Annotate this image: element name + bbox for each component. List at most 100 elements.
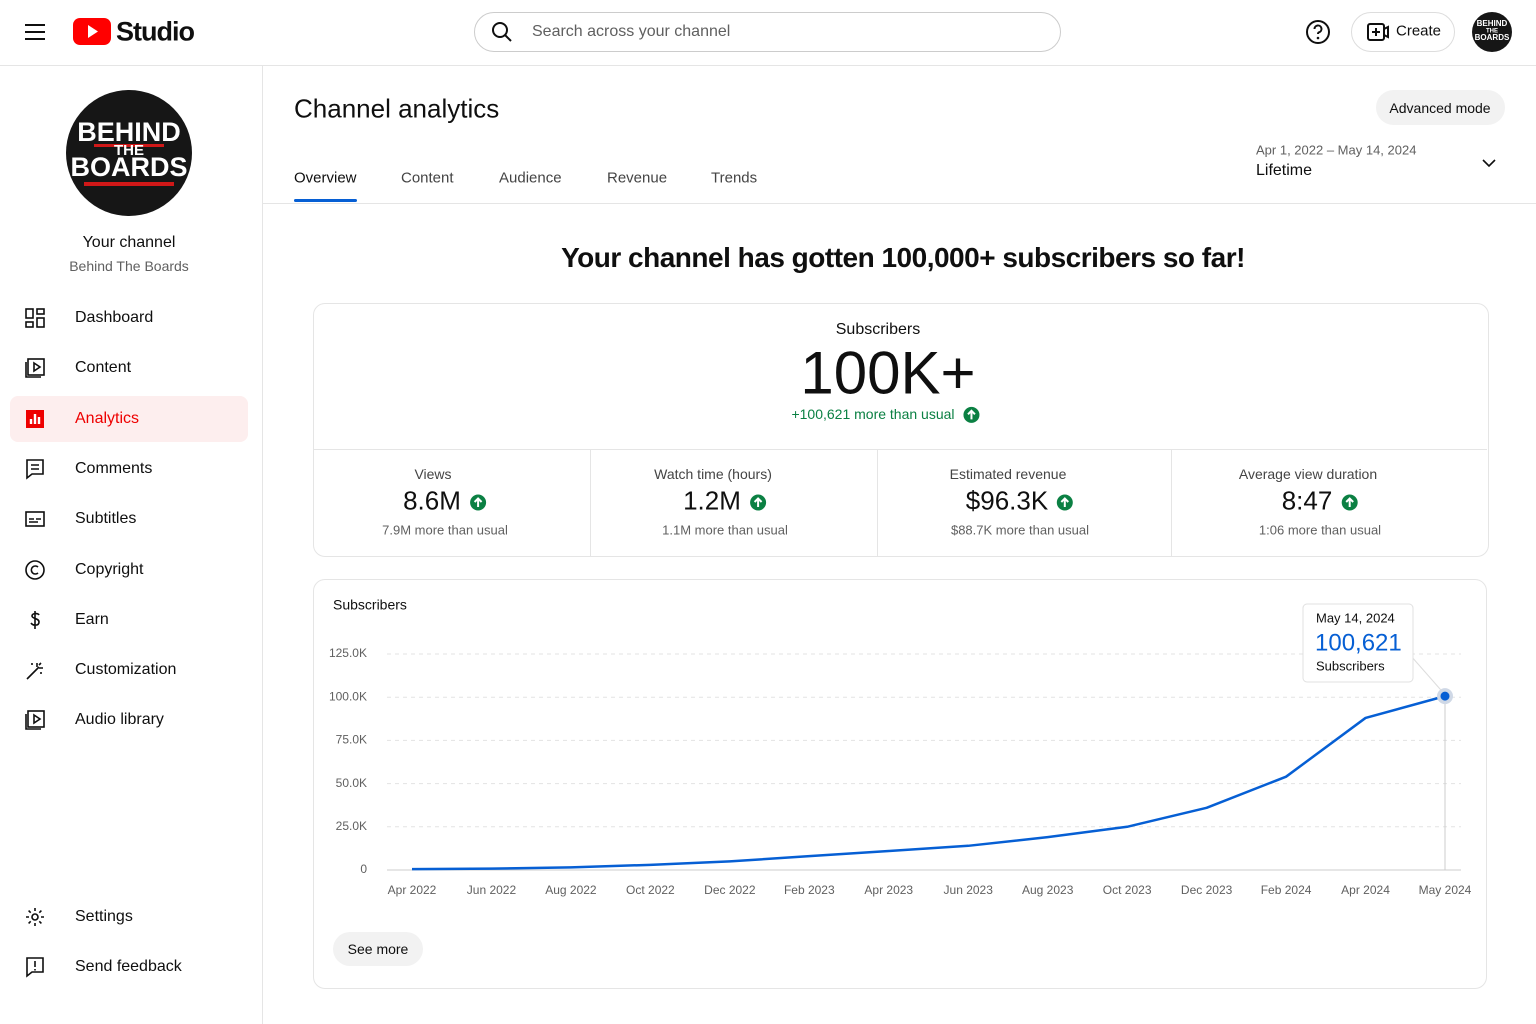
avatar-text: BOARDS [70, 152, 187, 182]
nav-icon[interactable] [24, 609, 46, 631]
summary-delta-row: +100,621 more than usual [791, 406, 980, 424]
nav-item[interactable]: Customization [75, 661, 177, 679]
nav-icon[interactable] [24, 659, 46, 681]
tab[interactable]: Revenue [607, 169, 668, 187]
account-avatar[interactable]: BEHIND THE BOARDS [1472, 12, 1512, 52]
help-button[interactable] [1305, 19, 1331, 45]
x-tick-label: Jun 2023 [944, 883, 994, 897]
tooltip-pointer [1410, 655, 1442, 691]
tab[interactable]: Trends [711, 169, 758, 187]
up-icon [1341, 494, 1358, 511]
y-tick-label: 0 [360, 862, 367, 876]
channel-title: Your channel [82, 234, 176, 251]
nav-icon[interactable] [24, 307, 46, 329]
search-box[interactable] [474, 12, 1061, 52]
nav-icon[interactable] [24, 906, 46, 928]
y-tick-label: 125.0K [329, 646, 367, 660]
page-title: Channel analytics [294, 93, 500, 124]
nav-item[interactable]: Settings [75, 908, 133, 925]
chart-card [313, 579, 1487, 989]
advanced-mode-button[interactable] [1376, 90, 1505, 125]
nav-item[interactable]: Copyright [75, 560, 144, 578]
nav-icon[interactable] [24, 508, 46, 530]
tooltip-date: May 14, 2024 [1316, 610, 1395, 625]
tooltip-series: Subscribers [1316, 658, 1385, 673]
see-more-label[interactable]: See more [347, 941, 409, 957]
metric-value: 1.2M [683, 485, 741, 516]
top-bar [0, 0, 1536, 66]
point [1440, 691, 1450, 701]
metric-value-row: 1.2M [683, 486, 767, 517]
create-button[interactable] [1351, 12, 1455, 52]
tab-indicator [294, 199, 357, 202]
nav-item[interactable]: Comments [75, 459, 153, 477]
x-tick-label: Feb 2024 [1261, 883, 1312, 897]
x-tick-label: Dec 2023 [1181, 883, 1233, 897]
see-more-button[interactable] [333, 932, 423, 966]
x-tick-label: Feb 2023 [784, 883, 835, 897]
date-range[interactable]: Apr 1, 2022 – May 14, 2024 [1256, 142, 1417, 158]
create-label[interactable]: Create [1396, 22, 1442, 40]
metric-delta: 1.1M more than usual [662, 522, 788, 538]
x-tick-label: Oct 2022 [626, 883, 675, 897]
metric-divider [1171, 450, 1172, 556]
nav-item[interactable]: Analytics [75, 409, 140, 427]
nav-icon[interactable] [24, 458, 46, 480]
metric-value-row: 8.6M [403, 486, 487, 517]
channel-name: Behind The Boards [69, 258, 189, 274]
period-dropdown[interactable] [1481, 156, 1497, 170]
avatar-text: THE [114, 142, 144, 159]
metric-label: Estimated revenue [949, 466, 1067, 482]
metric-delta: $88.7K more than usual [950, 522, 1090, 538]
youtube-logo[interactable] [72, 17, 112, 47]
nav-icon[interactable] [24, 357, 46, 379]
y-tick-label: 25.0K [336, 819, 367, 833]
metric-divider [590, 450, 591, 556]
up-icon [749, 494, 766, 511]
create-icon [1367, 23, 1389, 41]
search-placeholder: Search across your channel [532, 23, 731, 40]
y-tick-label: 50.0K [336, 776, 367, 790]
tab[interactable]: Overview [294, 169, 357, 187]
metric-label: Views [414, 466, 452, 482]
y-tick-label: 100.0K [329, 689, 367, 703]
nav-icon[interactable] [24, 956, 46, 978]
nav-item[interactable]: Content [75, 359, 132, 377]
period[interactable]: Lifetime [1256, 162, 1313, 179]
summary-label: Subscribers [835, 321, 921, 338]
metric-value: 8:47 [1281, 485, 1333, 516]
logo-text[interactable]: Studio [116, 16, 195, 47]
chart-title: Subscribers [333, 597, 407, 613]
x-tick-label: Dec 2022 [704, 883, 756, 897]
tab[interactable]: Audience [499, 169, 562, 187]
tab[interactable]: Content [401, 169, 454, 187]
channel-avatar[interactable]: BEHIND THE BOARDS [66, 90, 192, 216]
metric-label: Watch time (hours) [654, 466, 772, 482]
nav-icon[interactable] [24, 709, 46, 731]
advanced-mode-label[interactable]: Advanced mode [1389, 100, 1491, 116]
nav-active-bg[interactable] [10, 395, 248, 442]
metric-delta: 7.9M more than usual [382, 522, 508, 538]
nav-icon[interactable] [24, 559, 46, 581]
x-tick-label: Oct 2023 [1103, 883, 1152, 897]
nav-item[interactable]: Send feedback [75, 958, 182, 975]
x-tick-label: Apr 2022 [388, 883, 437, 897]
summary-value: 100K+ [800, 339, 976, 407]
line [411, 694, 1446, 871]
metric-value: $96.3K [965, 485, 1049, 516]
nav-item[interactable]: Earn [75, 610, 109, 628]
up-icon [469, 494, 486, 511]
card-divider [314, 449, 1487, 450]
nav-item[interactable]: Audio library [75, 711, 164, 729]
menu-button[interactable] [22, 20, 48, 44]
nav-item[interactable]: Dashboard [75, 309, 154, 326]
nav-item[interactable]: Subtitles [75, 510, 137, 528]
sidebar-divider [262, 66, 263, 1024]
headline: Your channel has gotten 100,000+ subscri… [561, 242, 1245, 273]
x-tick-label: May 2024 [1419, 883, 1472, 897]
nav-icon[interactable] [24, 408, 46, 430]
avatar-text: BOARDS [1475, 33, 1510, 42]
summary-card [313, 303, 1489, 557]
metric-delta: 1:06 more than usual [1258, 522, 1382, 538]
